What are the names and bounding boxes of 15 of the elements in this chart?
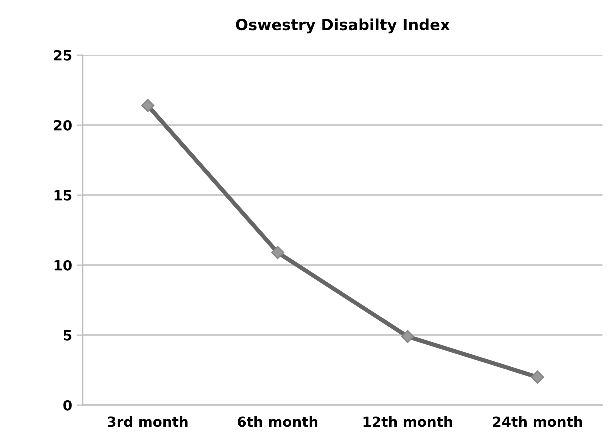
x-tick-label: 12th month — [364, 416, 452, 428]
y-tick-label: 20 — [54, 120, 72, 131]
y-tick-label: 10 — [54, 260, 72, 271]
chart-title: Oswestry Disabilty Index — [236, 18, 450, 34]
x-tick-label: 6th month — [238, 416, 318, 428]
point — [531, 370, 544, 384]
y-tick-label: 15 — [54, 190, 72, 201]
y-tick-label: 5 — [64, 330, 72, 341]
y-tick-label: 25 — [54, 50, 72, 61]
x-tick-label: 3rd month — [108, 416, 188, 428]
point — [141, 99, 155, 112]
point — [271, 246, 284, 260]
y-tick-label: 0 — [64, 400, 72, 411]
point — [401, 330, 414, 344]
x-tick-label: 24th month — [493, 416, 582, 428]
